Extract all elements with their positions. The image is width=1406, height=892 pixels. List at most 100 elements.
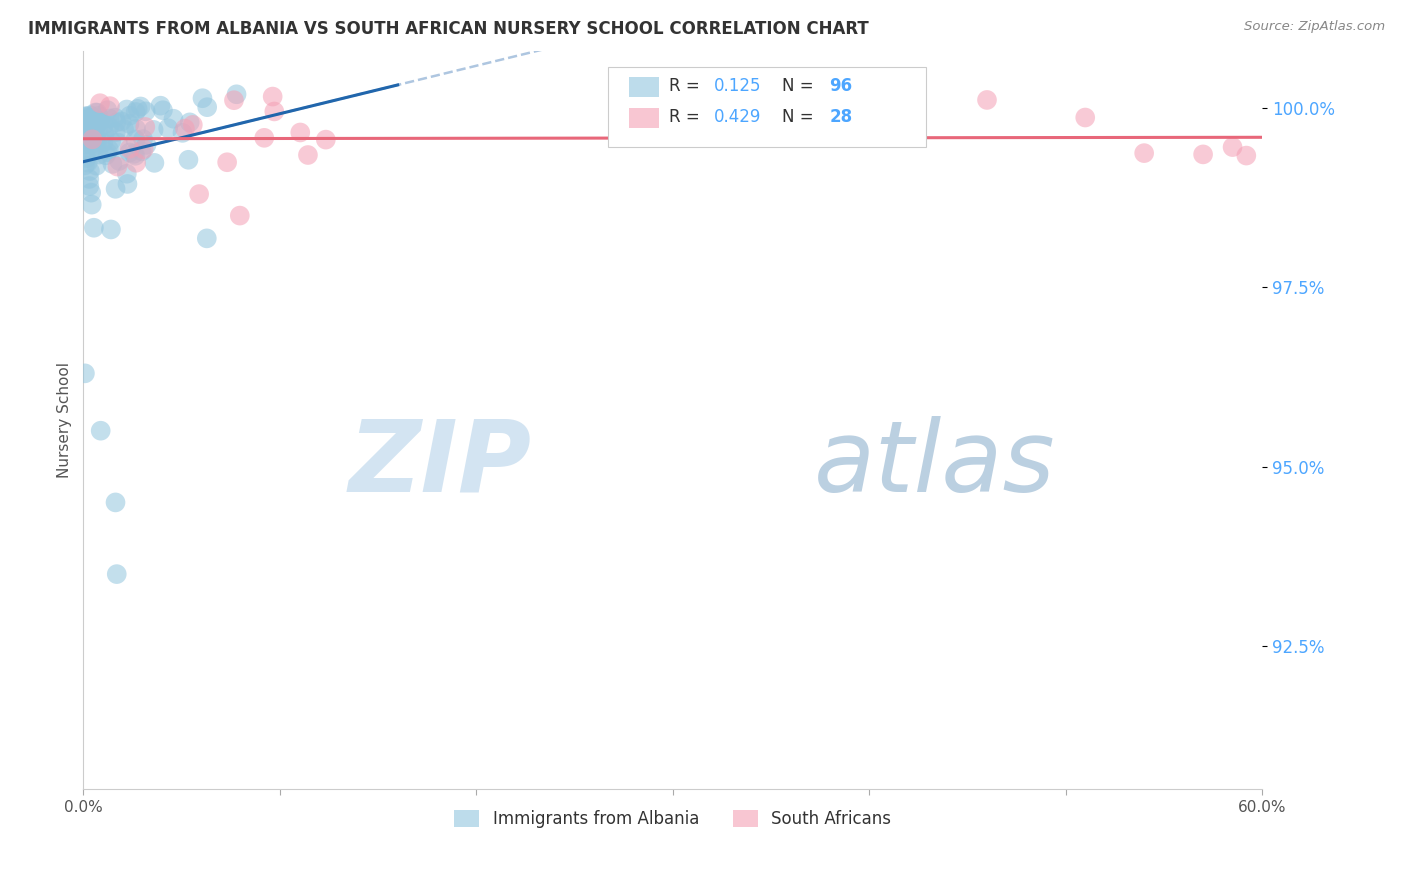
Text: Source: ZipAtlas.com: Source: ZipAtlas.com bbox=[1244, 20, 1385, 33]
Point bbox=[132, 142, 155, 156]
Point bbox=[76, 155, 98, 169]
Text: N =: N = bbox=[782, 77, 820, 95]
Point bbox=[115, 167, 138, 181]
Point bbox=[107, 136, 129, 150]
Point bbox=[72, 112, 94, 127]
Point bbox=[191, 91, 214, 105]
Point bbox=[89, 115, 111, 129]
Point bbox=[188, 187, 211, 202]
Text: 28: 28 bbox=[830, 108, 852, 126]
Point bbox=[195, 231, 218, 245]
Point bbox=[98, 120, 121, 134]
Point bbox=[124, 104, 146, 119]
Point bbox=[94, 127, 117, 141]
Point bbox=[80, 145, 103, 160]
Point bbox=[129, 99, 152, 113]
Point bbox=[131, 145, 153, 159]
Point bbox=[225, 87, 247, 102]
Point bbox=[89, 114, 111, 128]
FancyBboxPatch shape bbox=[607, 67, 927, 146]
Text: IMMIGRANTS FROM ALBANIA VS SOUTH AFRICAN NURSERY SCHOOL CORRELATION CHART: IMMIGRANTS FROM ALBANIA VS SOUTH AFRICAN… bbox=[28, 20, 869, 37]
Point bbox=[134, 120, 156, 134]
Text: atlas: atlas bbox=[814, 416, 1056, 513]
Point bbox=[118, 142, 141, 156]
Point bbox=[73, 367, 96, 381]
Point bbox=[217, 155, 239, 169]
Point bbox=[75, 109, 97, 123]
Point bbox=[77, 128, 100, 142]
Point bbox=[177, 153, 200, 167]
Point bbox=[86, 105, 108, 120]
Point bbox=[79, 130, 101, 145]
Point bbox=[94, 148, 117, 162]
Text: R =: R = bbox=[669, 108, 706, 126]
Point bbox=[143, 156, 166, 170]
Point bbox=[290, 126, 312, 140]
Point bbox=[97, 142, 120, 156]
Point bbox=[83, 220, 105, 235]
Point bbox=[262, 89, 284, 103]
Point bbox=[79, 164, 101, 178]
Text: 0.429: 0.429 bbox=[714, 108, 761, 126]
Point bbox=[1133, 146, 1156, 161]
Point bbox=[89, 96, 111, 111]
Point bbox=[96, 145, 118, 160]
Point bbox=[96, 103, 118, 117]
Text: N =: N = bbox=[782, 108, 820, 126]
Point bbox=[80, 197, 103, 211]
Point bbox=[222, 93, 245, 107]
Point bbox=[79, 172, 101, 186]
Point bbox=[112, 122, 135, 136]
Point bbox=[108, 153, 131, 168]
Point bbox=[1074, 111, 1097, 125]
Point bbox=[73, 130, 96, 145]
Point bbox=[105, 115, 128, 129]
Point bbox=[118, 145, 141, 160]
Point bbox=[84, 139, 107, 153]
Point bbox=[101, 157, 124, 171]
Text: ZIP: ZIP bbox=[349, 416, 531, 513]
Point bbox=[73, 158, 96, 172]
Point bbox=[75, 137, 97, 152]
Point bbox=[104, 495, 127, 509]
Point bbox=[976, 93, 998, 107]
Point bbox=[82, 132, 104, 146]
Point bbox=[86, 117, 108, 131]
Point bbox=[100, 134, 122, 148]
Legend: Immigrants from Albania, South Africans: Immigrants from Albania, South Africans bbox=[446, 801, 900, 837]
Point bbox=[152, 103, 174, 118]
Point bbox=[124, 149, 146, 163]
Point bbox=[84, 133, 107, 147]
Point bbox=[1222, 140, 1244, 154]
Point bbox=[1192, 147, 1215, 161]
Point bbox=[98, 112, 121, 126]
Point bbox=[73, 116, 96, 130]
Text: 0.125: 0.125 bbox=[714, 77, 762, 95]
Point bbox=[124, 132, 146, 146]
Point bbox=[86, 122, 108, 136]
Point bbox=[122, 146, 145, 161]
Point bbox=[75, 131, 97, 145]
Point bbox=[76, 145, 98, 159]
Point bbox=[83, 131, 105, 145]
Point bbox=[149, 98, 172, 112]
Point bbox=[80, 116, 103, 130]
Point bbox=[104, 111, 127, 125]
Point bbox=[132, 132, 155, 146]
Text: 96: 96 bbox=[830, 77, 852, 95]
Point bbox=[135, 104, 157, 119]
Point bbox=[172, 126, 194, 140]
Point bbox=[76, 116, 98, 130]
Point bbox=[104, 182, 127, 196]
Point bbox=[125, 121, 148, 136]
Point bbox=[86, 159, 108, 173]
Point bbox=[1234, 148, 1257, 162]
Point bbox=[93, 118, 115, 132]
Y-axis label: Nursery School: Nursery School bbox=[58, 362, 72, 478]
Point bbox=[77, 111, 100, 125]
Point bbox=[79, 179, 101, 194]
Point bbox=[87, 109, 110, 123]
Point bbox=[125, 155, 148, 169]
Point bbox=[84, 105, 107, 120]
Point bbox=[157, 121, 180, 136]
